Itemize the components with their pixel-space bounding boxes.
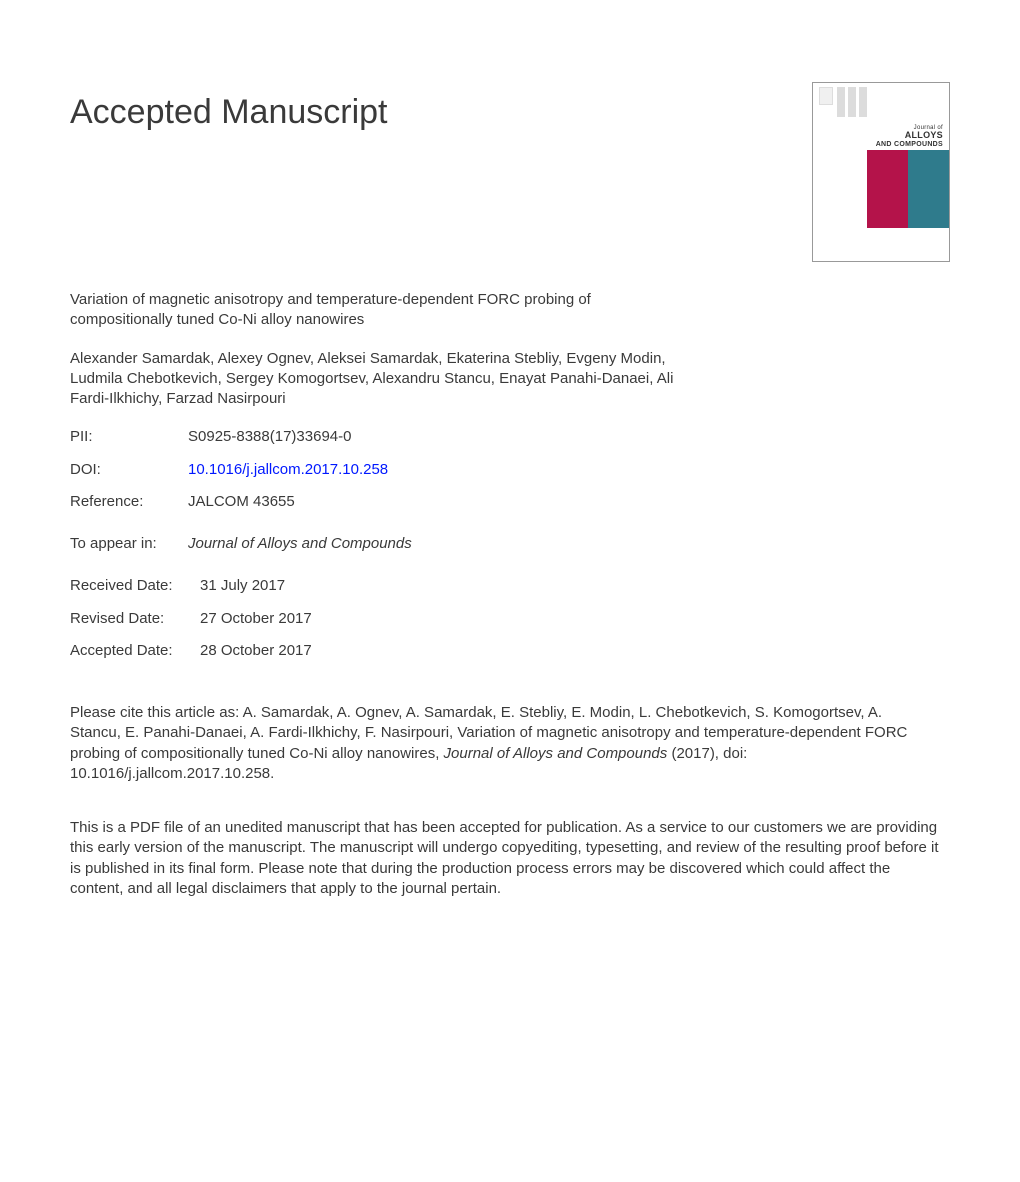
dates-grid: Received Date: 31 July 2017 Revised Date… [70,576,950,661]
cover-bar [837,87,845,117]
doi-label: DOI: [70,460,188,480]
cover-left-panel [813,150,867,228]
cover-bar [848,87,856,117]
cover-center-panel [867,150,908,228]
doi-link[interactable]: 10.1016/j.jallcom.2017.10.258 [188,461,388,478]
pii-value: S0925-8388(17)33694-0 [188,427,950,447]
cover-journal-title: Journal of ALLOYS AND COMPOUNDS [813,125,949,150]
cover-journal-big: ALLOYS [819,131,943,140]
metadata-grid: PII: S0925-8388(17)33694-0 DOI: 10.1016/… [70,427,950,512]
cover-bottom-strip [813,228,949,250]
reference-value: JALCOM 43655 [188,492,950,512]
publisher-logo-icon [819,87,833,105]
revised-date-label: Revised Date: [70,609,200,629]
received-date-label: Received Date: [70,576,200,596]
cover-bars [837,87,867,123]
accepted-date-label: Accepted Date: [70,641,200,661]
pii-label: PII: [70,427,188,447]
citation-journal: Journal of Alloys and Compounds [444,745,668,762]
accepted-manuscript-heading: Accepted Manuscript [70,90,388,136]
cover-journal-and: AND COMPOUNDS [819,141,943,148]
reference-label: Reference: [70,492,188,512]
doi-value-cell: 10.1016/j.jallcom.2017.10.258 [188,460,950,480]
page-header: Accepted Manuscript Journal of ALLOYS AN… [70,90,950,262]
authors-list: Alexander Samardak, Alexey Ognev, Alekse… [70,349,690,410]
journal-cover-thumbnail: Journal of ALLOYS AND COMPOUNDS [812,82,950,262]
received-date-value: 31 July 2017 [200,576,950,596]
article-title: Variation of magnetic anisotropy and tem… [70,290,690,331]
disclaimer-text: This is a PDF file of an unedited manusc… [70,818,940,899]
to-appear-value: Journal of Alloys and Compounds [188,534,950,554]
to-appear-row: To appear in: Journal of Alloys and Comp… [70,534,950,554]
cover-bar [859,87,867,117]
citation-block: Please cite this article as: A. Samardak… [70,703,930,784]
cover-right-panel [908,150,949,228]
cover-top-strip [813,83,949,125]
to-appear-label: To appear in: [70,534,188,554]
revised-date-value: 27 October 2017 [200,609,950,629]
cover-mid-panels [813,150,949,228]
accepted-date-value: 28 October 2017 [200,641,950,661]
